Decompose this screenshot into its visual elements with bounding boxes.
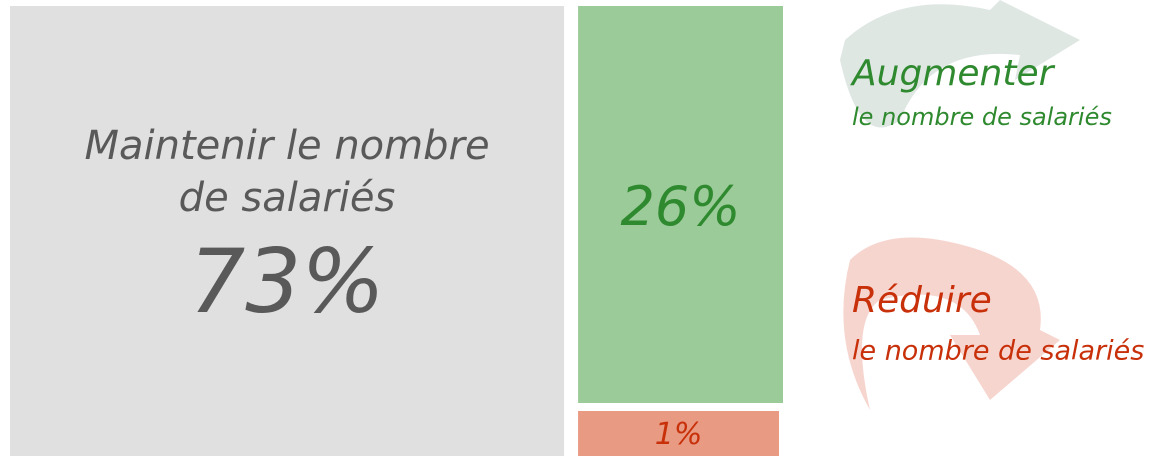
tile [578, 6, 783, 403]
tile [578, 411, 779, 456]
tile-label: de salariés [179, 175, 396, 221]
value-label: 73% [189, 230, 385, 333]
legend-title: Réduire [852, 280, 992, 321]
value-label: 1% [655, 417, 703, 452]
arrow-down-decoration [843, 237, 1060, 410]
arrow-up-decoration [840, 0, 1080, 128]
tile [10, 6, 565, 456]
legend-subtitle: le nombre de salariés [852, 103, 1112, 131]
legend-title: Augmenter [850, 53, 1056, 94]
tile-label: Maintenir le nombre [84, 123, 489, 169]
value-label: 26% [621, 175, 741, 238]
legend-subtitle: le nombre de salariés [852, 336, 1144, 367]
